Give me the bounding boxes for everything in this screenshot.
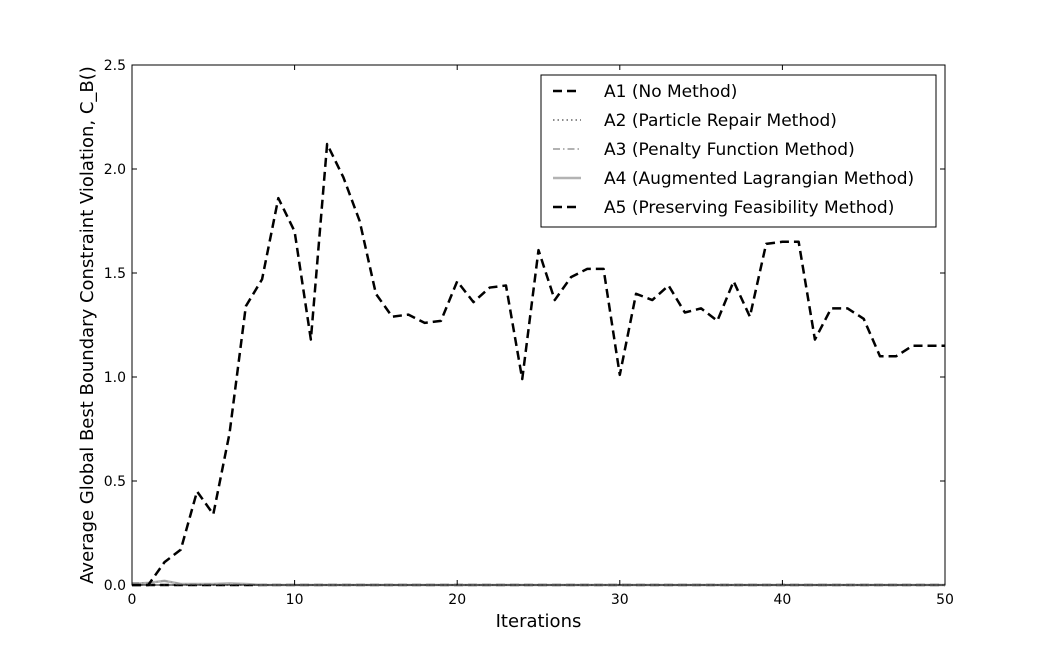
x-axis-label: Iterations [496,611,582,632]
x-tick-label: 30 [611,592,629,608]
legend-label-1: A1 (No Method) [604,82,737,102]
x-tick-label: 20 [448,592,466,608]
y-tick-label: 0.5 [104,474,126,490]
y-tick-label: 0.0 [104,578,126,594]
legend: A1 (No Method) A2 (Particle Repair Method… [540,74,937,228]
series-line-1 [132,142,945,587]
y-tick-label: 1.0 [104,370,126,386]
x-tick-label: 0 [128,592,137,608]
y-tick-label: 2.0 [104,162,126,178]
legend-label-3: A3 (Penalty Function Method) [604,140,855,160]
legend-box [540,74,937,228]
legend-label-4: A4 (Augmented Lagrangian Method) [604,169,914,189]
legend-label-5: A5 (Preserving Feasibility Method) [604,198,894,218]
x-tick-label: 10 [286,592,304,608]
x-tick-label: 40 [773,592,791,608]
y-axis-label: Average Global Best Boundary Constraint … [77,66,98,584]
legend-label-2: A2 (Particle Repair Method) [604,111,837,131]
y-tick-label: 1.5 [104,266,126,282]
y-tick-label: 2.5 [104,58,126,74]
plot-area-frame [131,64,946,586]
x-tick-label: 50 [936,592,954,608]
axis-ticks: 0 10 20 30 40 50 0.0 0.5 1.0 1.5 2.0 2.5 [104,58,954,608]
